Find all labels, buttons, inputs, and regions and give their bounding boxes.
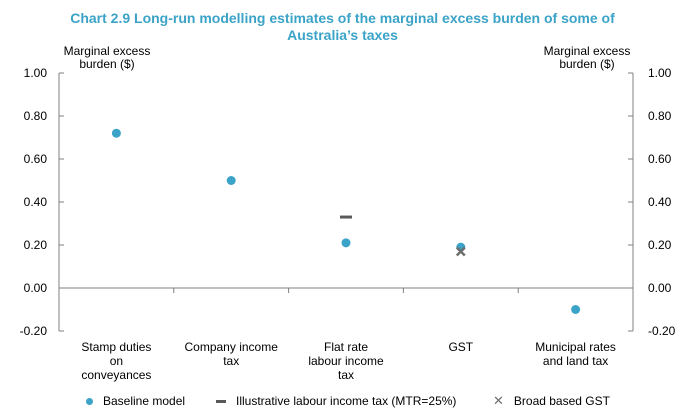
y-tick-label-left: -0.20 — [20, 324, 48, 338]
y-tick-label-left: 0.60 — [24, 152, 48, 166]
x-category-label: conveyances — [81, 368, 151, 382]
y-tick-label-right: 0.80 — [648, 109, 672, 123]
legend-label-gst: Broad based GST — [513, 394, 610, 408]
y-tick-label-left: 0.00 — [24, 281, 48, 295]
x-category-label: and land tax — [543, 354, 608, 368]
y-axis-name-right: burden ($) — [559, 57, 614, 71]
y-tick-label-left: 0.80 — [24, 109, 48, 123]
chart-title-line-1: Chart 2.9 Long-run modelling estimates o… — [70, 10, 615, 26]
legend-marker-cross: ✕ — [493, 393, 504, 408]
x-category-label: Flat rate — [324, 340, 368, 354]
data-point-baseline — [341, 238, 351, 248]
data-point-broad-gst-stroke — [455, 246, 466, 257]
x-category-label: tax — [223, 354, 239, 368]
legend-label-baseline: Baseline model — [103, 394, 186, 408]
chart-plot: 1.00 1.00 0.80 0.80 0.60 0.60 0.40 0.40 0.20 0.20… — [20, 44, 676, 382]
x-category-label: Company income — [185, 340, 279, 354]
chart-title-line-2: Australia’s taxes — [287, 27, 398, 43]
y-axis-name-left: burden ($) — [79, 57, 134, 71]
y-tick-label-left: 0.20 — [24, 238, 48, 252]
legend-label-labour-tax: Illustrative labour income tax (MTR=25%) — [236, 394, 457, 408]
y-tick-label-right: 0.00 — [648, 281, 672, 295]
legend-marker-dash — [216, 399, 226, 403]
x-category-label: on — [110, 354, 123, 368]
y-tick-label-left: 1.00 — [24, 66, 48, 80]
chart-title: Chart 2.9 Long-run modelling estimates o… — [0, 10, 685, 44]
y-axis-name-left: Marginal excess — [64, 44, 151, 58]
legend-item-gst: ✕ Broad based GST — [493, 394, 610, 408]
legend-item-labour-tax: Illustrative labour income tax (MTR=25%) — [216, 394, 456, 408]
data-point-baseline — [226, 176, 236, 185]
data-point-baseline — [571, 305, 581, 314]
x-category-label: tax — [338, 368, 354, 382]
x-category-label: labour income — [308, 354, 384, 368]
data-point-baseline — [111, 128, 121, 138]
y-tick-label-right: 0.40 — [648, 195, 672, 209]
y-axis-name-right: Marginal excess — [544, 44, 631, 58]
y-tick-label-right: -0.20 — [648, 324, 676, 338]
chart-legend: Baseline model Illustrative labour incom… — [0, 394, 685, 412]
y-tick-label-right: 0.20 — [648, 238, 672, 252]
x-category-label: Stamp duties — [81, 340, 151, 354]
data-point-broad-gst — [455, 246, 466, 257]
legend-marker-dot — [86, 397, 93, 405]
y-tick-label-right: 0.60 — [648, 152, 672, 166]
y-tick-label-left: 0.40 — [24, 195, 48, 209]
x-category-label: GST — [448, 340, 473, 354]
y-tick-label-right: 1.00 — [648, 66, 672, 80]
x-category-label: Municipal rates — [535, 340, 616, 354]
legend-item-baseline: Baseline model — [86, 394, 185, 408]
